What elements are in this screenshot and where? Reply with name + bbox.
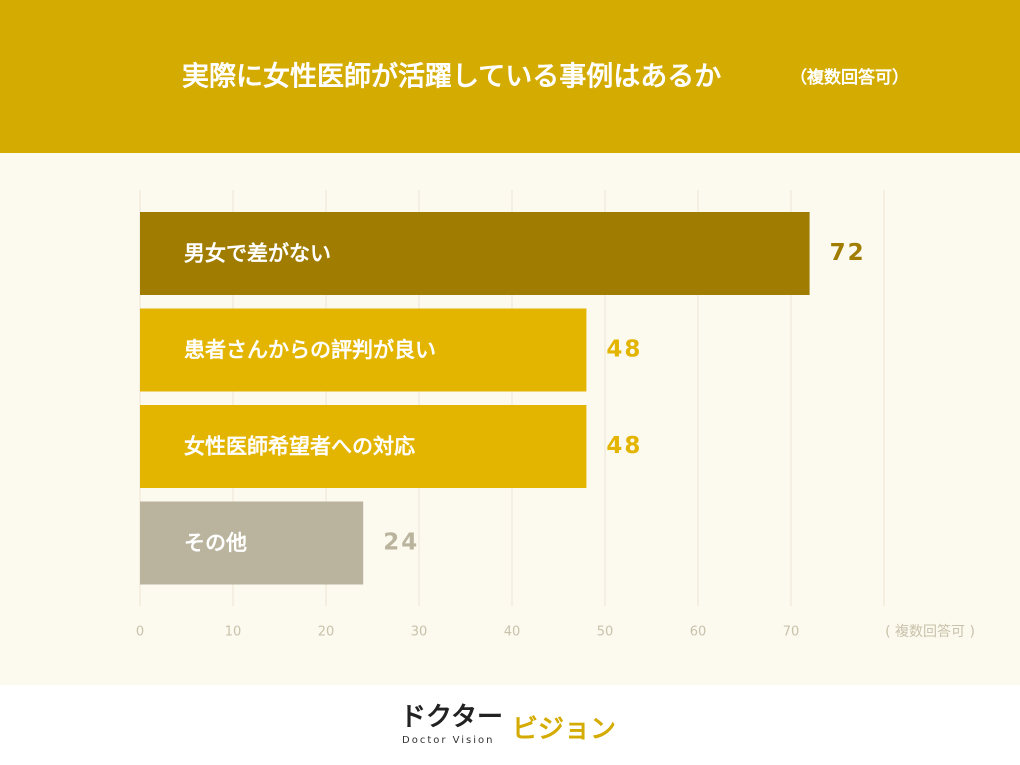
chart-title: 実際に女性医師が活躍している事例はあるか — [182, 61, 721, 93]
logo-main: ドクター — [400, 703, 503, 733]
value-label: 24 — [383, 530, 419, 556]
bar — [140, 501, 364, 585]
x-tick-label: 60 — [690, 625, 707, 640]
x-unit-label: ( 複数回答可 ) — [885, 623, 975, 640]
bar — [140, 212, 810, 295]
logo-sub: Doctor Vision — [402, 735, 495, 746]
x-tick-label: 70 — [783, 625, 800, 640]
header-band — [0, 0, 1020, 153]
category-label: 患者さんからの評判が良い — [184, 338, 436, 362]
value-label: 48 — [606, 433, 642, 459]
bar — [140, 308, 587, 392]
value-label: 48 — [606, 337, 642, 363]
x-tick-label: 10 — [225, 625, 242, 640]
x-tick-label: 0 — [136, 625, 144, 640]
chart-subtitle: （複数回答可） — [790, 67, 909, 88]
plot-area: 0 10 20 30 40 50 60 70 男女で差がない 72 患者さんからの評判が良い 48 女性… — [136, 190, 885, 640]
x-tick-label: 30 — [411, 625, 428, 640]
category-label: その他 — [184, 531, 247, 555]
x-tick-label: 20 — [318, 625, 335, 640]
bar — [140, 405, 587, 488]
x-tick-label: 50 — [597, 625, 614, 640]
x-tick-label: 40 — [504, 625, 521, 640]
logo-accent: ビジョン — [512, 715, 616, 745]
value-label: 72 — [830, 240, 866, 266]
category-label: 男女で差がない — [184, 242, 331, 266]
category-label: 女性医師希望者への対応 — [184, 435, 415, 459]
